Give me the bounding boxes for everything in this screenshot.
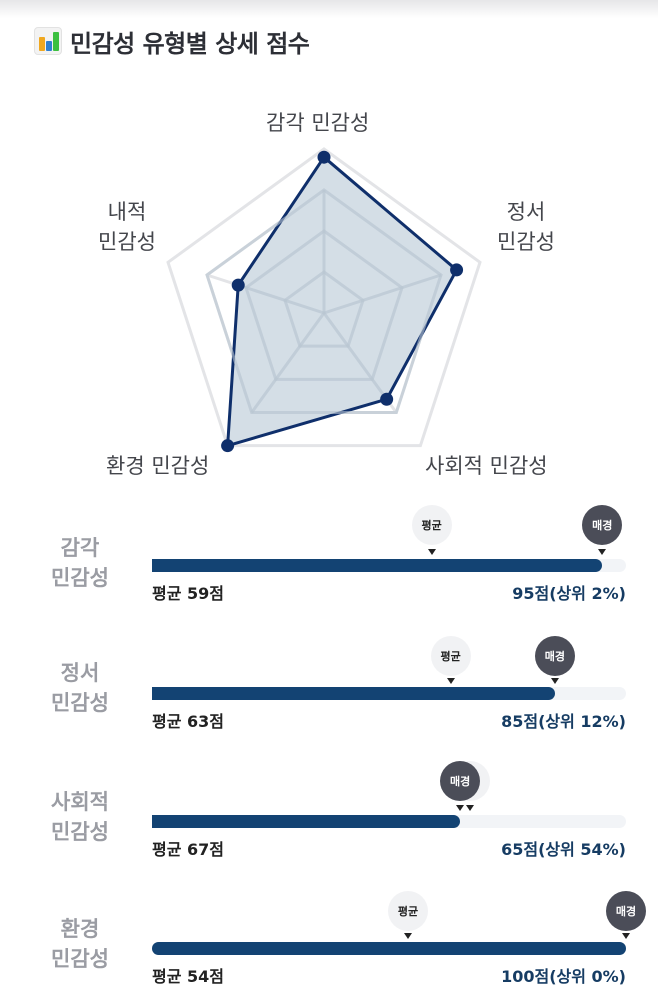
- radar-data-points: [221, 150, 464, 453]
- radar-series-area: [226, 155, 459, 448]
- score-row-environmental: 환경 민감성 평균 매경 평균 54점 100점(상위 0%): [0, 880, 658, 990]
- row-label: 감각 민감성: [30, 533, 130, 593]
- row-label-line2: 민감성: [51, 691, 109, 715]
- my-score-pin: 매경: [582, 505, 623, 545]
- row-label-line1: 환경: [60, 917, 100, 941]
- score-bar-fill: [152, 815, 461, 828]
- radar-label-social: 사회적 민감성: [425, 454, 548, 478]
- row-label-line2: 민감성: [51, 566, 109, 590]
- score-bar-track: [152, 687, 626, 700]
- bar-chart-icon: [34, 27, 62, 55]
- page-title: 민감성 유형별 상세 점수: [70, 29, 310, 58]
- score-row-sensory: 감각 민감성 평균 매경 평균 59점 95점(상위 2%): [0, 505, 658, 615]
- my-score-pin: 매경: [440, 761, 481, 801]
- score-bar-track: [152, 815, 626, 828]
- radar-label-emotional-line1: 정서: [506, 200, 546, 224]
- average-pin-arrow-icon: [403, 933, 412, 939]
- score-bar-track: [152, 559, 626, 572]
- row-label-line1: 정서: [60, 661, 100, 685]
- my-score-pin-arrow-icon: [598, 549, 607, 555]
- average-pin-arrow-icon: [427, 549, 436, 555]
- average-score-text: 평균 54점: [152, 967, 224, 986]
- my-score-pin-arrow-icon: [550, 678, 559, 684]
- my-score-pin-arrow-icon: [456, 805, 465, 811]
- row-label-line2: 민감성: [51, 947, 109, 971]
- my-score-text: 95점(상위 2%): [512, 584, 626, 603]
- average-score-text: 평균 63점: [152, 712, 224, 731]
- average-score-text: 평균 67점: [152, 840, 224, 859]
- row-label: 사회적 민감성: [30, 787, 130, 847]
- row-label: 정서 민감성: [30, 658, 130, 718]
- score-bar-fill: [152, 687, 555, 700]
- my-score-text: 65점(상위 54%): [501, 840, 626, 859]
- row-label-line1: 사회적: [51, 790, 109, 814]
- radar-label-inner: 내적 민감성: [94, 197, 160, 257]
- section-header: 민감성 유형별 상세 점수: [34, 24, 310, 58]
- score-row-emotional: 정서 민감성 평균 매경 평균 63점 85점(상위 12%): [0, 630, 658, 740]
- my-score-pin-arrow-icon: [622, 933, 630, 939]
- top-shadow: [0, 0, 658, 18]
- my-score-text: 85점(상위 12%): [501, 712, 626, 731]
- radar-label-sensory: 감각 민감성: [266, 111, 370, 135]
- score-bar-fill: [152, 942, 626, 955]
- average-pin: 평균: [387, 891, 428, 931]
- radar-chart: [166, 147, 482, 453]
- row-label-line2: 민감성: [51, 820, 109, 844]
- radar-label-inner-line2: 민감성: [98, 230, 156, 254]
- average-pin: 평균: [411, 505, 452, 545]
- average-score-text: 평균 59점: [152, 584, 224, 603]
- score-bar-fill: [152, 559, 603, 572]
- average-pin-arrow-icon: [446, 678, 455, 684]
- row-label: 환경 민감성: [30, 914, 130, 974]
- row-label-line1: 감각: [60, 536, 100, 560]
- my-score-pin: 매경: [534, 636, 575, 676]
- radar-label-inner-line1: 내적: [107, 200, 147, 224]
- radar-label-emotional-line2: 민감성: [497, 230, 555, 254]
- score-row-social: 사회적 민감성 평균 매경 평균 67점 65점(상위 54%): [0, 755, 658, 865]
- radar-label-environmental: 환경 민감성: [106, 454, 210, 478]
- my-score-text: 100점(상위 0%): [501, 967, 626, 986]
- my-score-pin: 매경: [606, 891, 646, 931]
- radar-label-emotional: 정서 민감성: [496, 197, 556, 257]
- average-pin: 평균: [430, 636, 471, 676]
- average-pin-arrow-icon: [465, 805, 474, 811]
- score-bar-track: [152, 942, 626, 955]
